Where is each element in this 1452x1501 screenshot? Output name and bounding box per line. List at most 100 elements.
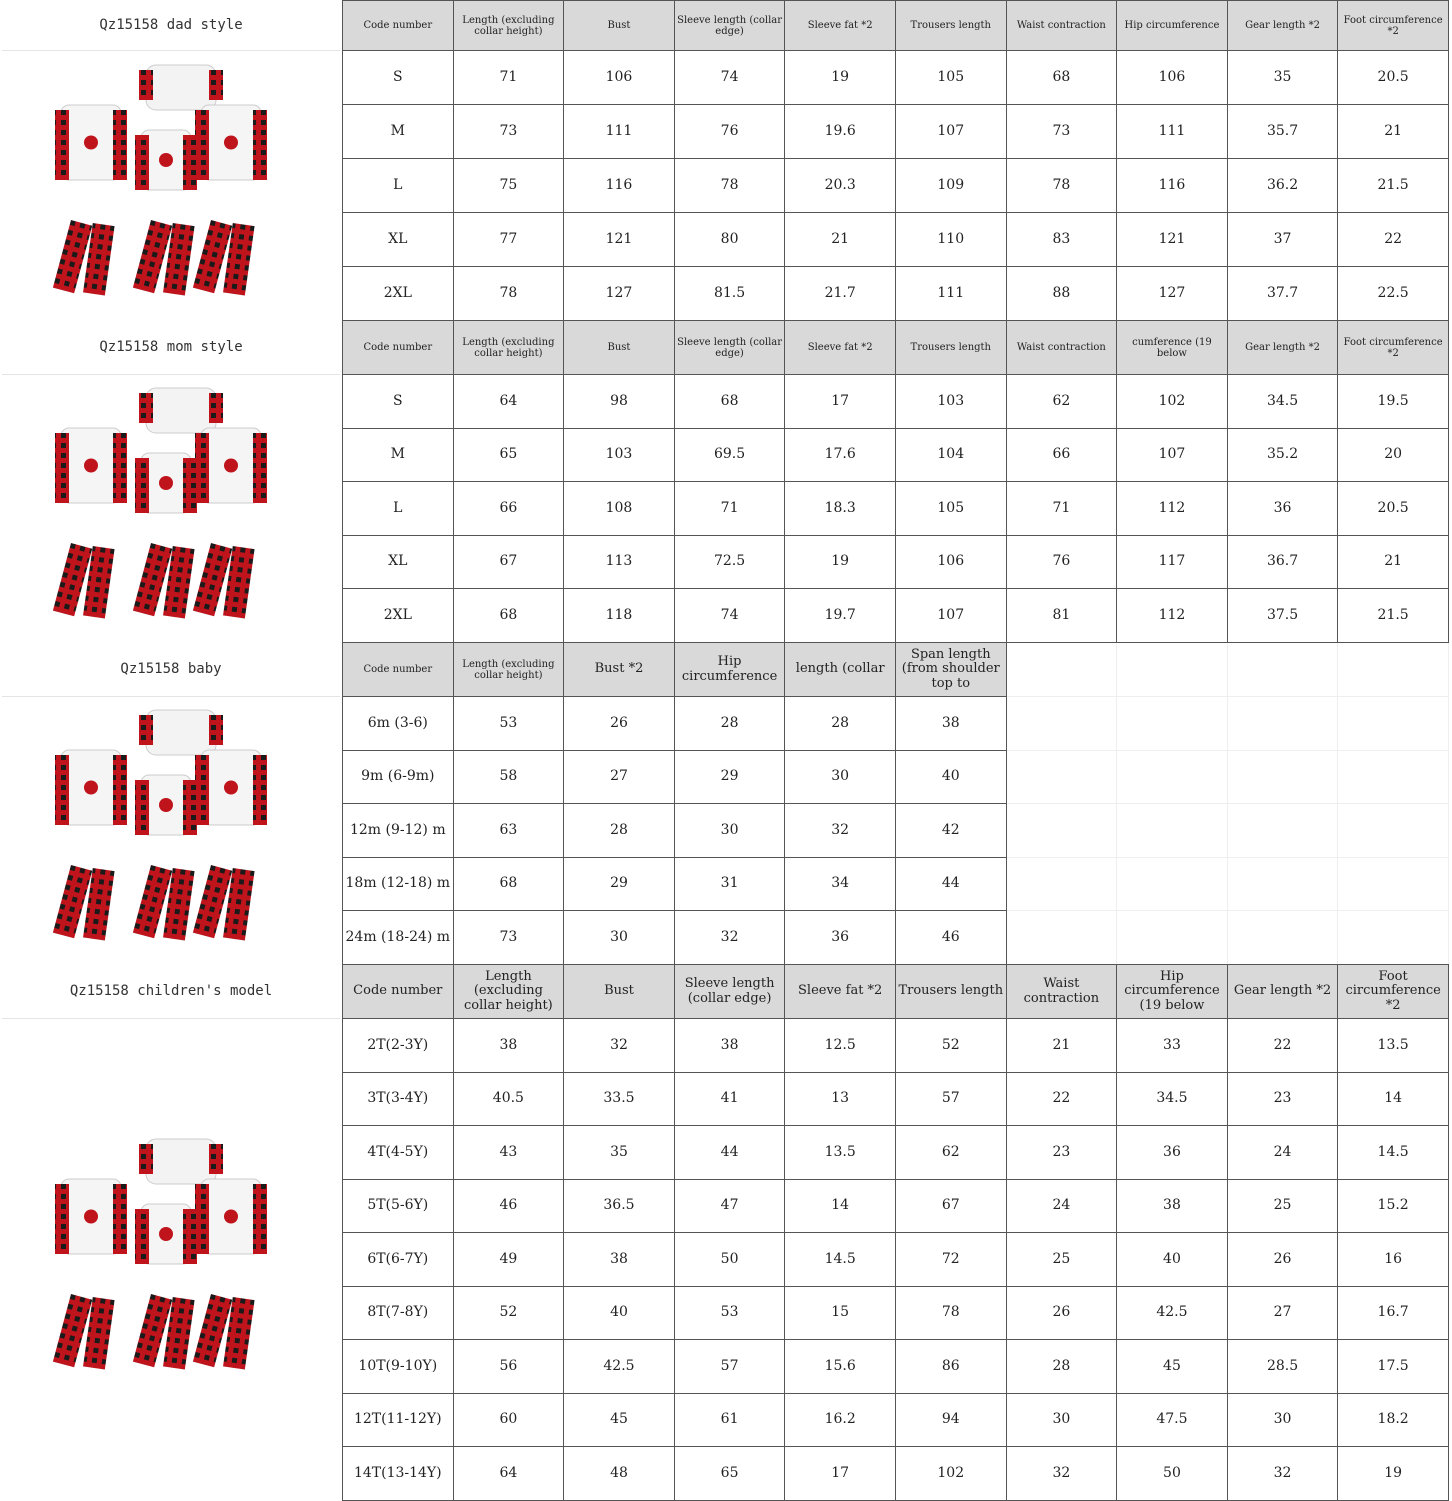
measurement-cell: 74 [673,588,786,643]
measurement-cell: 45 [563,1392,675,1447]
measurement-cell: 57 [894,1071,1007,1126]
measurement-cell: 24 [1005,1178,1118,1233]
size-code-cell: 8T(7-8Y) [342,1285,454,1340]
measurement-cell: 77 [452,212,565,267]
measurement-cell: 64 [452,1446,565,1501]
measurement-cell: 44 [894,856,1007,912]
column-header: Bust [563,964,675,1019]
measurement-cell: 35 [563,1125,675,1180]
measurement-cell: 29 [673,749,786,805]
empty-cell [1006,803,1118,858]
measurement-cell: 36 [1226,481,1339,536]
measurement-cell: 22 [1337,212,1449,267]
measurement-cell: 113 [563,534,675,590]
measurement-cell: 22 [1005,1071,1118,1126]
measurement-cell: 71 [452,50,565,105]
table-row: 24m (18-24) m 73 30 32 36 46 [342,910,1449,965]
measurement-cell: 17 [784,1446,896,1501]
measurement-cell: 12.5 [784,1018,896,1073]
measurement-cell: 118 [563,588,675,643]
measurement-cell: 102 [894,1446,1007,1501]
measurement-cell: 26 [1005,1285,1118,1340]
measurement-cell: 94 [894,1392,1007,1447]
measurement-cell: 13.5 [784,1125,896,1180]
measurement-cell: 21 [784,212,896,267]
measurement-cell: 44 [673,1125,786,1180]
column-header: Bust [563,0,675,51]
measurement-cell: 14 [1337,1071,1449,1126]
measurement-cell: 73 [1005,104,1118,159]
column-header: Span length (from shoulder top to [894,642,1007,697]
measurement-cell: 19 [1337,1446,1449,1501]
measurement-cell: 98 [563,374,675,429]
table-row: 8T(7-8Y) 52 40 53 15 78 26 42.5 27 16.7 [342,1285,1449,1340]
column-header: Waist contraction [1005,320,1118,375]
empty-cell [1006,857,1118,912]
measurement-cell: 52 [894,1018,1007,1073]
measurement-cell: 68 [452,856,565,912]
header-row: Code number Length (excluding collar heig… [342,0,1449,51]
measurement-cell: 61 [673,1392,786,1447]
empty-cell [1006,750,1118,805]
size-table: Code number Length (excluding collar heig… [342,642,1449,965]
empty-cell [1116,910,1228,965]
measurement-cell: 18.3 [784,481,896,536]
measurement-cell: 32 [784,803,896,858]
table-row: S 64 98 68 17 103 62 102 34.5 19.5 [342,374,1449,429]
empty-cell [1337,803,1449,858]
table-row: 2XL 78 127 81.5 21.7 111 88 127 37.7 22.5 [342,266,1449,321]
measurement-cell: 104 [894,427,1007,483]
column-header: Sleeve length (collar edge) [673,0,786,51]
empty-cell [1337,910,1449,965]
measurement-cell: 50 [1116,1446,1228,1501]
measurement-cell: 27 [563,749,675,805]
empty-cell [1227,803,1339,858]
measurement-cell: 103 [894,374,1007,429]
measurement-cell: 38 [894,696,1007,751]
size-section: Qz15158 baby Code number Length (excluding… [0,642,1452,965]
measurement-cell: 45 [1116,1339,1228,1394]
column-header: Sleeve fat *2 [784,0,896,51]
measurement-cell: 21.5 [1337,588,1449,643]
table-row: 10T(9-10Y) 56 42.5 57 15.6 86 28 45 28.5 17.5 [342,1339,1449,1394]
measurement-cell: 107 [894,104,1007,159]
measurement-cell: 28 [563,803,675,858]
measurement-cell: 21 [1337,104,1449,159]
column-header: Foot circumference *2 [1337,0,1449,51]
measurement-cell: 24 [1226,1125,1339,1180]
measurement-cell: 76 [673,104,786,159]
size-code-cell: 6m (3-6) [342,696,454,751]
column-header: length (collar [784,642,896,697]
measurement-cell: 36.7 [1226,534,1339,590]
measurement-cell: 111 [894,266,1007,321]
measurement-cell: 74 [673,50,786,105]
size-code-cell: 14T(13-14Y) [342,1446,454,1501]
measurement-cell: 46 [452,1178,565,1233]
table-row: M 73 111 76 19.6 107 73 111 35.7 21 [342,104,1449,159]
table-row: L 75 116 78 20.3 109 78 116 36.2 21.5 [342,158,1449,213]
measurement-cell: 81 [1005,588,1118,643]
size-code-cell: S [342,374,454,429]
column-header: Foot circumference *2 [1337,964,1449,1019]
column-header: Code number [342,320,454,375]
measurement-cell: 38 [563,1232,675,1287]
measurement-cell: 15 [784,1285,896,1340]
measurement-cell: 17.6 [784,427,896,483]
empty-cell [1116,750,1228,805]
family-christmas-pajamas-image [2,50,340,320]
column-header: Bust [563,320,675,375]
measurement-cell: 42.5 [1116,1285,1228,1340]
column-header: Hip circumference [673,642,786,697]
measurement-cell: 36 [1116,1125,1228,1180]
measurement-cell: 36 [784,910,896,965]
column-header: Hip circumference [1116,0,1228,51]
measurement-cell: 62 [894,1125,1007,1180]
measurement-cell: 33.5 [563,1071,675,1126]
measurement-cell: 19.7 [784,588,896,643]
column-header: Hip circumference (19 below [1116,964,1228,1019]
empty-cell [1227,750,1339,805]
measurement-cell: 72 [894,1232,1007,1287]
measurement-cell: 38 [1116,1178,1228,1233]
measurement-cell: 111 [563,104,675,159]
measurement-cell: 116 [563,158,675,213]
